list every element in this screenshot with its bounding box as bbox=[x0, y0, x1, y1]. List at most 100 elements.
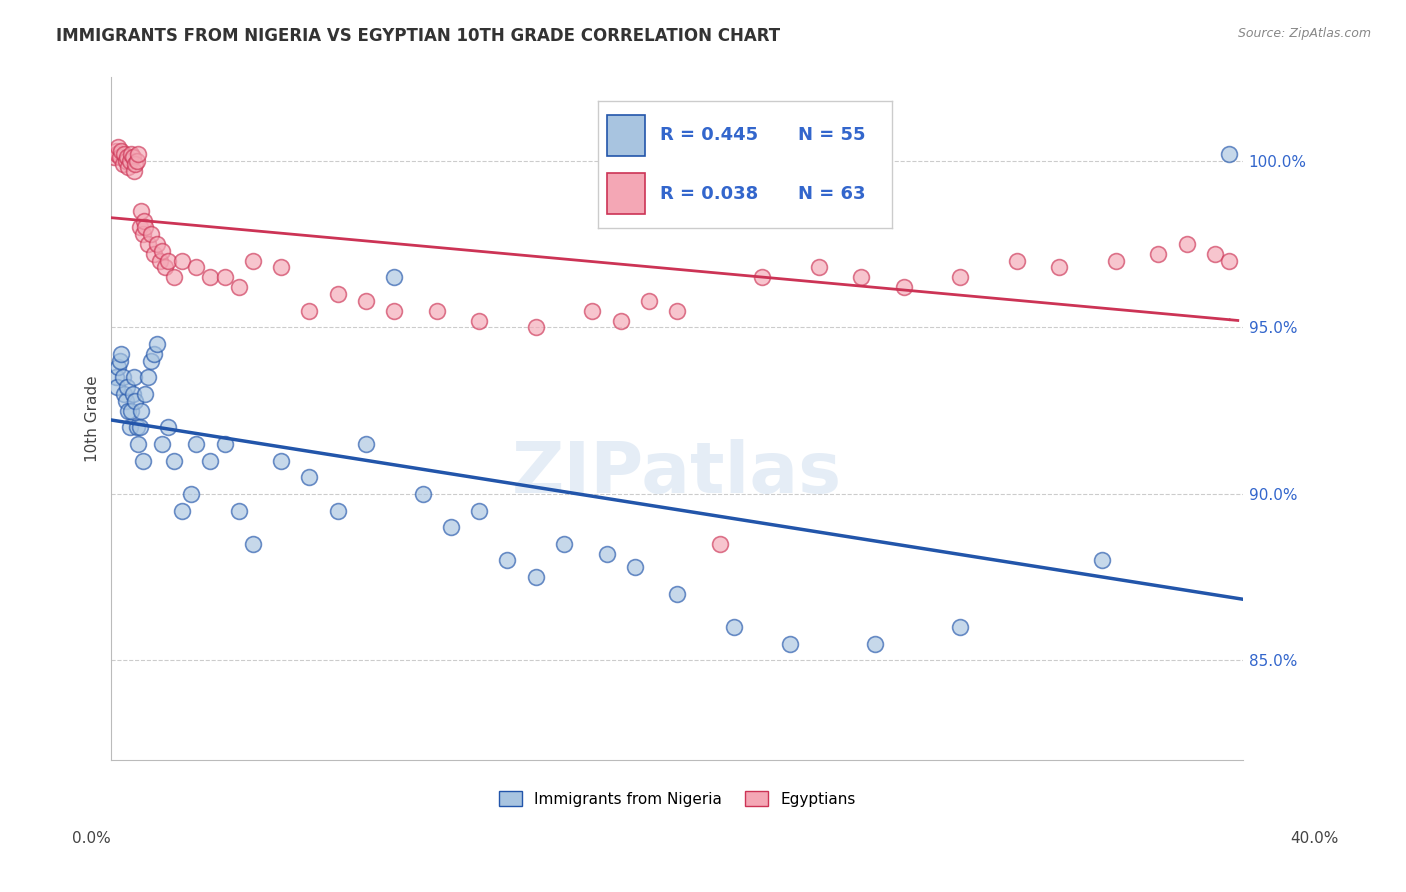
Point bbox=[624, 560, 647, 574]
Point bbox=[108, 353, 131, 368]
Point bbox=[107, 360, 129, 375]
Point bbox=[129, 403, 152, 417]
Point bbox=[134, 220, 156, 235]
Point bbox=[865, 637, 887, 651]
Point bbox=[124, 393, 146, 408]
Point bbox=[524, 320, 547, 334]
Point bbox=[131, 453, 153, 467]
Point bbox=[105, 380, 128, 394]
Point bbox=[129, 203, 152, 218]
Point bbox=[163, 453, 186, 467]
Point bbox=[426, 303, 449, 318]
Point bbox=[581, 303, 603, 318]
Point bbox=[127, 147, 149, 161]
Point bbox=[180, 487, 202, 501]
Point bbox=[128, 420, 150, 434]
Point bbox=[136, 370, 159, 384]
Point bbox=[270, 260, 292, 275]
Point bbox=[1105, 253, 1128, 268]
Point bbox=[638, 293, 661, 308]
Point bbox=[270, 453, 292, 467]
Point bbox=[110, 347, 132, 361]
Point bbox=[326, 287, 349, 301]
Point bbox=[214, 270, 236, 285]
Point bbox=[186, 437, 208, 451]
Point bbox=[382, 270, 405, 285]
Point bbox=[1175, 237, 1198, 252]
Point bbox=[121, 387, 143, 401]
Point bbox=[148, 253, 170, 268]
Point bbox=[132, 213, 155, 227]
Point bbox=[150, 437, 173, 451]
Point bbox=[949, 620, 972, 634]
Point bbox=[524, 570, 547, 584]
Point bbox=[103, 150, 125, 164]
Point bbox=[228, 503, 250, 517]
Point bbox=[118, 153, 141, 168]
Point bbox=[228, 280, 250, 294]
Point bbox=[125, 153, 148, 168]
Point bbox=[1047, 260, 1070, 275]
Point bbox=[172, 503, 194, 517]
Point bbox=[382, 303, 405, 318]
Point bbox=[107, 140, 129, 154]
Point bbox=[723, 620, 745, 634]
Point bbox=[609, 313, 631, 327]
Point bbox=[105, 147, 128, 161]
Point bbox=[172, 253, 194, 268]
Point bbox=[142, 347, 165, 361]
Point bbox=[139, 227, 162, 241]
Point bbox=[142, 247, 165, 261]
Point bbox=[666, 587, 689, 601]
Point bbox=[122, 163, 145, 178]
Point bbox=[779, 637, 801, 651]
Point bbox=[114, 393, 136, 408]
Point bbox=[242, 253, 264, 268]
Point bbox=[1218, 147, 1240, 161]
Point bbox=[150, 244, 173, 258]
Point bbox=[114, 153, 136, 168]
Point bbox=[163, 270, 186, 285]
Point bbox=[156, 420, 179, 434]
Point bbox=[118, 420, 141, 434]
Point bbox=[115, 150, 138, 164]
Point bbox=[807, 260, 830, 275]
Point bbox=[120, 147, 142, 161]
Point bbox=[242, 537, 264, 551]
Point bbox=[595, 547, 617, 561]
Point bbox=[1147, 247, 1170, 261]
Point bbox=[117, 403, 139, 417]
Point bbox=[104, 370, 127, 384]
Text: IMMIGRANTS FROM NIGERIA VS EGYPTIAN 10TH GRADE CORRELATION CHART: IMMIGRANTS FROM NIGERIA VS EGYPTIAN 10TH… bbox=[56, 27, 780, 45]
Point bbox=[145, 337, 167, 351]
Point bbox=[751, 270, 773, 285]
Point bbox=[145, 237, 167, 252]
Text: 40.0%: 40.0% bbox=[1291, 831, 1339, 846]
Point bbox=[120, 403, 142, 417]
Point bbox=[156, 253, 179, 268]
Point bbox=[214, 437, 236, 451]
Point bbox=[121, 150, 143, 164]
Point bbox=[893, 280, 915, 294]
Point bbox=[112, 147, 135, 161]
Point bbox=[354, 293, 377, 308]
Point bbox=[949, 270, 972, 285]
Point bbox=[326, 503, 349, 517]
Point bbox=[1005, 253, 1028, 268]
Point bbox=[117, 161, 139, 175]
Legend: Immigrants from Nigeria, Egyptians: Immigrants from Nigeria, Egyptians bbox=[491, 783, 863, 814]
Point bbox=[186, 260, 208, 275]
Point bbox=[139, 353, 162, 368]
Point bbox=[127, 437, 149, 451]
Point bbox=[200, 453, 222, 467]
Point bbox=[666, 303, 689, 318]
Point bbox=[136, 237, 159, 252]
Point bbox=[553, 537, 575, 551]
Point bbox=[1218, 253, 1240, 268]
Point bbox=[468, 313, 491, 327]
Point bbox=[200, 270, 222, 285]
Point bbox=[153, 260, 176, 275]
Point bbox=[354, 437, 377, 451]
Point bbox=[1204, 247, 1226, 261]
Point bbox=[124, 157, 146, 171]
